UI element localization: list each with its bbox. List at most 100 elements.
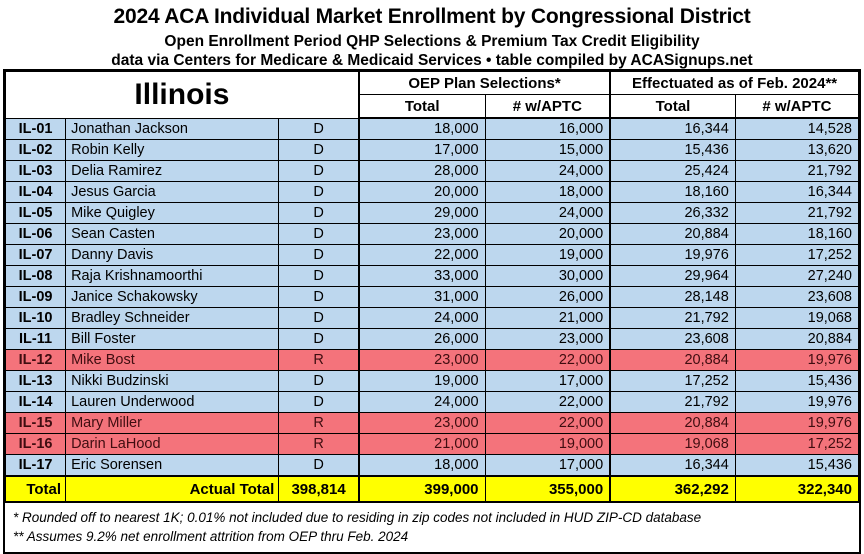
table-row: IL-13 Nikki Budzinski D 19,000 17,000 17,252 1… <box>4 370 860 392</box>
district-cell: IL-04 <box>4 181 67 203</box>
oep-aptc-header: # w/APTC <box>484 94 611 119</box>
table-container: Illinois OEP Plan Selections* Effectuate… <box>3 69 861 554</box>
district-cell: IL-17 <box>4 454 67 477</box>
footnote-rounding: * Rounded off to nearest 1K; 0.01% not i… <box>13 510 702 525</box>
total-oep-total-cell: 399,000 <box>357 475 486 503</box>
party-cell: D <box>278 391 360 413</box>
district-cell: IL-08 <box>4 265 67 287</box>
district-cell: IL-12 <box>4 349 67 371</box>
eff-total-cell: 16,344 <box>609 454 736 477</box>
district-cell: IL-13 <box>4 370 67 392</box>
party-cell: D <box>278 223 360 245</box>
district-cell: IL-10 <box>4 307 67 329</box>
oep-aptc-cell: 30,000 <box>484 265 611 287</box>
total-eff-aptc-cell: 322,340 <box>734 475 860 503</box>
oep-total-cell: 24,000 <box>357 391 486 413</box>
rep-name-cell: Mike Quigley <box>65 202 280 224</box>
party-cell: D <box>278 286 360 308</box>
total-oep-aptc-cell: 355,000 <box>484 475 611 503</box>
eff-total-cell: 21,792 <box>609 307 736 329</box>
eff-total-cell: 15,436 <box>609 139 736 161</box>
oep-aptc-cell: 24,000 <box>484 160 611 182</box>
oep-aptc-cell: 26,000 <box>484 286 611 308</box>
group-header-row: Illinois OEP Plan Selections* Effectuate… <box>4 71 860 119</box>
oep-total-cell: 21,000 <box>357 433 486 455</box>
district-cell: IL-14 <box>4 391 67 413</box>
eff-aptc-cell: 16,344 <box>734 181 860 203</box>
rep-name-cell: Nikki Budzinski <box>65 370 280 392</box>
party-cell: D <box>278 117 360 140</box>
district-cell: IL-01 <box>4 117 67 140</box>
party-cell: D <box>278 244 360 266</box>
table-row: IL-01 Jonathan Jackson D 18,000 16,000 16,344… <box>4 117 860 140</box>
enrollment-table: Illinois OEP Plan Selections* Effectuate… <box>4 71 860 503</box>
oep-total-cell: 23,000 <box>357 223 486 245</box>
actual-total-value-cell: 398,814 <box>278 475 360 503</box>
oep-total-cell: 23,000 <box>357 349 486 371</box>
table-row: IL-07 Danny Davis D 22,000 19,000 19,976 17,25… <box>4 244 860 266</box>
rep-name-cell: Delia Ramirez <box>65 160 280 182</box>
eff-aptc-cell: 18,160 <box>734 223 860 245</box>
party-cell: D <box>278 307 360 329</box>
oep-aptc-cell: 19,000 <box>484 244 611 266</box>
table-row: IL-02 Robin Kelly D 17,000 15,000 15,436 13,62… <box>4 139 860 161</box>
rep-name-cell: Bradley Schneider <box>65 307 280 329</box>
table-row: IL-16 Darin LaHood R 21,000 19,000 19,068 17,2… <box>4 433 860 455</box>
oep-aptc-cell: 21,000 <box>484 307 611 329</box>
eff-aptc-cell: 23,608 <box>734 286 860 308</box>
eff-total-cell: 19,068 <box>609 433 736 455</box>
party-cell: R <box>278 412 360 434</box>
district-cell: IL-03 <box>4 160 67 182</box>
oep-aptc-cell: 18,000 <box>484 181 611 203</box>
oep-total-cell: 26,000 <box>357 328 486 350</box>
eff-aptc-cell: 13,620 <box>734 139 860 161</box>
rep-name-cell: Jesus Garcia <box>65 181 280 203</box>
oep-total-cell: 19,000 <box>357 370 486 392</box>
rep-name-cell: Bill Foster <box>65 328 280 350</box>
sub-header-row: Total # w/APTC Total # w/APTC <box>6 94 860 119</box>
eff-aptc-cell: 21,792 <box>734 160 860 182</box>
party-cell: D <box>278 265 360 287</box>
footnotes: * Rounded off to nearest 1K; 0.01% not i… <box>5 503 859 552</box>
eff-total-cell: 19,976 <box>609 244 736 266</box>
district-rows: IL-01 Jonathan Jackson D 18,000 16,000 16,344… <box>4 117 860 477</box>
eff-total-header: Total <box>609 94 736 119</box>
actual-total-label-cell: Actual Total <box>65 475 280 503</box>
eff-total-cell: 17,252 <box>609 370 736 392</box>
party-cell: R <box>278 433 360 455</box>
oep-aptc-cell: 16,000 <box>484 117 611 140</box>
oep-total-cell: 31,000 <box>357 286 486 308</box>
oep-total-cell: 28,000 <box>357 160 486 182</box>
eff-total-cell: 26,332 <box>609 202 736 224</box>
table-row: IL-05 Mike Quigley D 29,000 24,000 26,332 21,7… <box>4 202 860 224</box>
oep-aptc-cell: 22,000 <box>484 391 611 413</box>
oep-aptc-cell: 15,000 <box>484 139 611 161</box>
table-row: IL-04 Jesus Garcia D 20,000 18,000 18,160 16,3… <box>4 181 860 203</box>
oep-total-cell: 22,000 <box>357 244 486 266</box>
effectuated-group-header: Effectuated as of Feb. 2024** <box>609 71 860 95</box>
eff-aptc-cell: 20,884 <box>734 328 860 350</box>
district-cell: IL-09 <box>4 286 67 308</box>
eff-total-cell: 29,964 <box>609 265 736 287</box>
report-subtitle: Open Enrollment Period QHP Selections & … <box>164 33 700 50</box>
total-label-cell: Total <box>4 475 67 503</box>
eff-total-cell: 28,148 <box>609 286 736 308</box>
total-eff-total-cell: 362,292 <box>609 475 736 503</box>
report-source-line: data via Centers for Medicare & Medicaid… <box>111 52 753 69</box>
oep-total-cell: 20,000 <box>357 181 486 203</box>
district-cell: IL-15 <box>4 412 67 434</box>
oep-aptc-cell: 23,000 <box>484 328 611 350</box>
oep-total-header: Total <box>357 94 486 119</box>
rep-name-cell: Lauren Underwood <box>65 391 280 413</box>
oep-total-cell: 29,000 <box>357 202 486 224</box>
rep-name-cell: Robin Kelly <box>65 139 280 161</box>
total-row: Total Actual Total 398,814 399,000 355,0… <box>4 475 860 503</box>
oep-aptc-cell: 24,000 <box>484 202 611 224</box>
eff-aptc-cell: 15,436 <box>734 370 860 392</box>
table-row: IL-12 Mike Bost R 23,000 22,000 20,884 19,976 <box>4 349 860 371</box>
eff-total-cell: 20,884 <box>609 223 736 245</box>
eff-aptc-cell: 27,240 <box>734 265 860 287</box>
oep-total-cell: 24,000 <box>357 307 486 329</box>
report-title: 2024 ACA Individual Market Enrollment by… <box>113 5 751 28</box>
oep-total-cell: 18,000 <box>357 454 486 477</box>
